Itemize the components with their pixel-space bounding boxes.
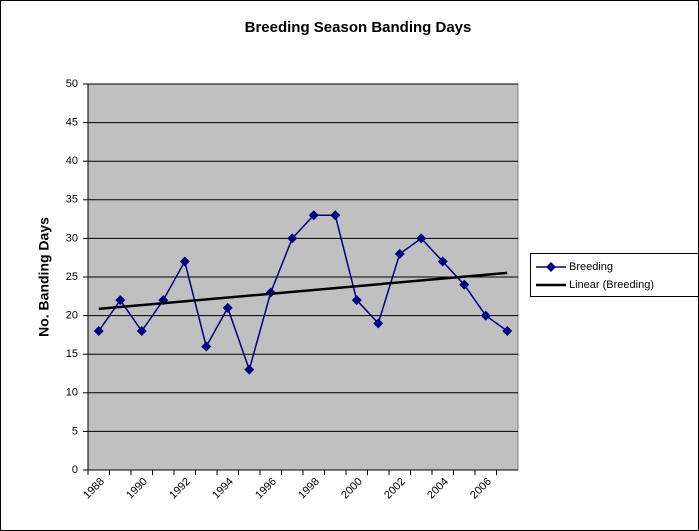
marker xyxy=(201,341,212,352)
y-tick-label: 5 xyxy=(72,425,78,437)
y-tick-label: 0 xyxy=(72,464,78,476)
trend-line xyxy=(98,271,508,311)
y-tick-label: 25 xyxy=(66,271,78,283)
legend-label: Linear (Breeding) xyxy=(569,279,654,291)
series-line xyxy=(98,214,508,373)
y-tick-label: 40 xyxy=(66,155,78,167)
marker xyxy=(394,248,405,259)
marker xyxy=(416,233,427,244)
marker xyxy=(93,326,104,337)
marker xyxy=(244,364,255,375)
legend-marker xyxy=(546,262,556,272)
y-tick-label: 35 xyxy=(66,194,78,206)
marker xyxy=(480,310,491,321)
marker xyxy=(330,210,341,221)
y-tick-label: 45 xyxy=(66,117,78,129)
marker xyxy=(502,326,513,337)
marker xyxy=(287,233,298,244)
y-tick-label: 10 xyxy=(66,387,78,399)
y-tick-label: 50 xyxy=(66,78,78,90)
y-tick-label: 15 xyxy=(66,348,78,360)
marker xyxy=(179,256,190,267)
marker xyxy=(373,318,384,329)
chart-title: Breeding Season Banding Days xyxy=(245,19,472,36)
marker xyxy=(222,302,233,313)
marker xyxy=(437,256,448,267)
marker xyxy=(136,326,147,337)
legend-label: Breeding xyxy=(569,261,613,273)
marker xyxy=(459,279,470,290)
marker xyxy=(351,295,362,306)
y-tick-label: 20 xyxy=(66,310,78,322)
marker xyxy=(308,210,319,221)
y-axis-label: No. Banding Days xyxy=(36,217,52,337)
y-tick-label: 30 xyxy=(66,232,78,244)
legend-box xyxy=(530,253,699,297)
marker xyxy=(115,295,126,306)
